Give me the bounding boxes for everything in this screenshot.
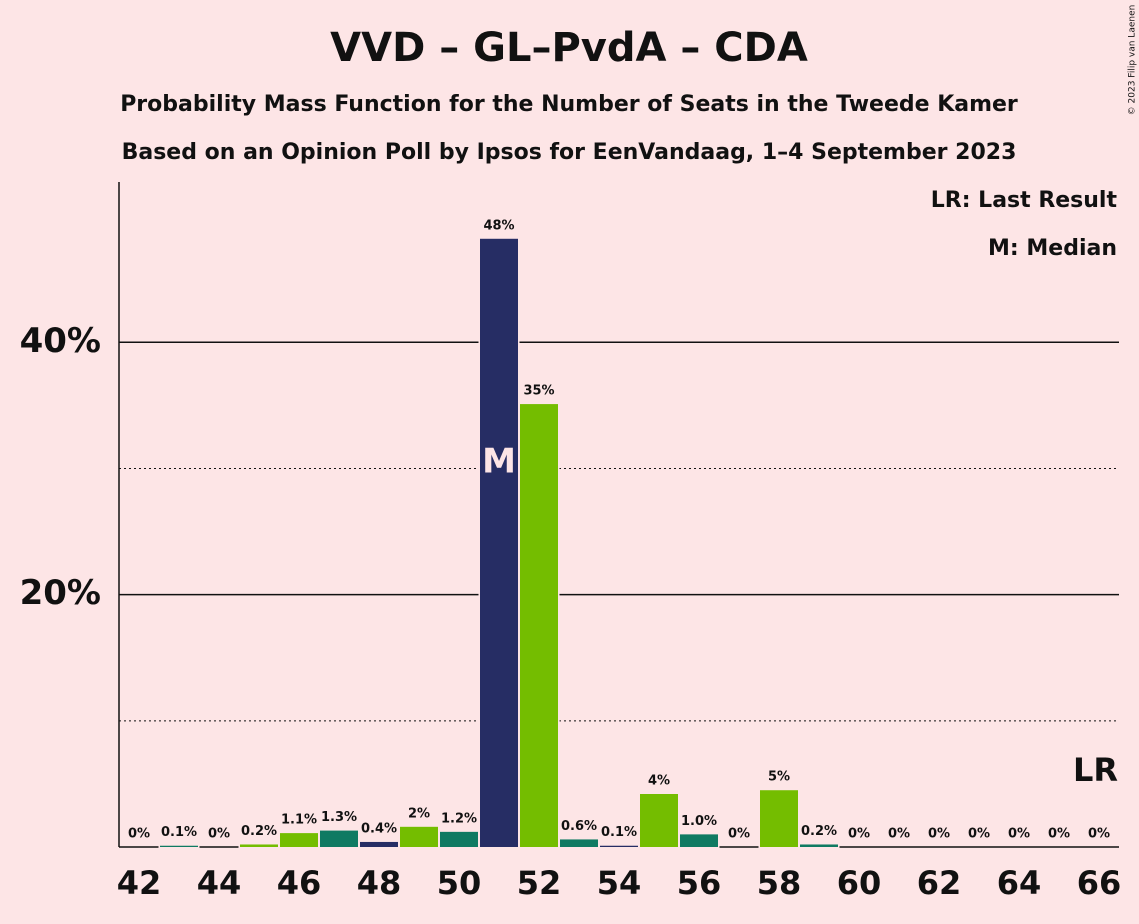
bar (158, 844, 200, 849)
value-label: 0% (848, 827, 870, 842)
last-result-label: LR (1073, 751, 1118, 789)
bar (358, 840, 400, 849)
value-label: 1.2% (441, 811, 477, 826)
bar (398, 825, 440, 849)
median-label: M (482, 441, 516, 481)
value-label: 0% (208, 827, 230, 842)
bar (798, 842, 840, 849)
x-tick-label: 52 (517, 864, 562, 902)
x-tick-label: 48 (357, 864, 402, 902)
value-label: 2% (408, 806, 430, 821)
x-tick-label: 60 (837, 864, 882, 902)
bar (598, 844, 640, 849)
value-label: 0.2% (801, 824, 837, 839)
value-label: 0.2% (241, 824, 277, 839)
bar (518, 402, 560, 849)
x-tick-label: 62 (917, 864, 962, 902)
x-tick-label: 66 (1077, 864, 1122, 902)
legend-entry: M: Median (988, 236, 1117, 261)
value-label: 0% (1008, 827, 1030, 842)
bar (758, 788, 800, 849)
value-label: 0% (1088, 827, 1110, 842)
value-label: 0.1% (161, 825, 197, 840)
value-label: 0.1% (601, 825, 637, 840)
value-label: 0.6% (561, 819, 597, 834)
value-label: 0% (128, 827, 150, 842)
copyright: © 2023 Filip van Laenen (1128, 5, 1138, 116)
value-label: 4% (648, 774, 670, 789)
value-label: 1.0% (681, 814, 717, 829)
value-label: 0% (1048, 827, 1070, 842)
bar (278, 831, 320, 849)
x-tick-label: 54 (597, 864, 642, 902)
value-label: 35% (523, 384, 554, 399)
x-tick-label: 42 (117, 864, 162, 902)
subtitle: Probability Mass Function for the Number… (120, 92, 1018, 117)
bar (638, 792, 680, 849)
value-label: 48% (483, 218, 514, 233)
bar (438, 830, 480, 849)
x-tick-label: 64 (997, 864, 1042, 902)
bar (678, 832, 720, 849)
value-label: 0% (728, 827, 750, 842)
bar (318, 829, 360, 849)
subtitle: Based on an Opinion Poll by Ipsos for Ee… (122, 140, 1017, 165)
y-tick-label: 20% (20, 573, 101, 613)
bar (558, 837, 600, 849)
value-label: 0% (928, 827, 950, 842)
value-label: 5% (768, 770, 790, 785)
y-tick-label: 40% (20, 321, 101, 361)
value-label: 0% (968, 827, 990, 842)
value-label: 1.1% (281, 813, 317, 828)
value-label: 0.4% (361, 821, 397, 836)
x-tick-label: 58 (757, 864, 802, 902)
x-tick-label: 46 (277, 864, 322, 902)
x-tick-label: 50 (437, 864, 482, 902)
x-tick-label: 56 (677, 864, 722, 902)
value-label: 1.3% (321, 810, 357, 825)
value-label: 0% (888, 827, 910, 842)
chart-title: VVD – GL–PvdA – CDA (330, 25, 808, 71)
x-tick-label: 44 (197, 864, 242, 902)
legend-entry: LR: Last Result (931, 188, 1118, 213)
bar (238, 842, 280, 849)
bar (478, 237, 520, 849)
